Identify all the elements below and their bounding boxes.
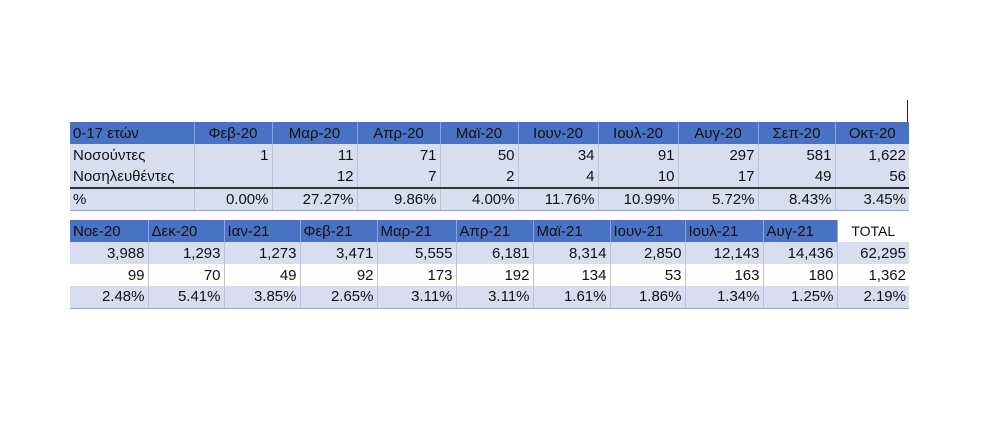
table-cell: 3.11% (376, 286, 456, 309)
table-cell: 1,293 (147, 242, 224, 264)
table-cell: 2 (439, 166, 518, 188)
header-cell: Απρ-20 (356, 122, 440, 144)
total-cell: 2.19% (836, 286, 909, 309)
table-cell: 10.99% (597, 187, 678, 211)
table-cell: 4.00% (439, 187, 518, 211)
table-cell: 12 (271, 166, 357, 188)
table-cell: 1.34% (684, 286, 763, 309)
header-cell: Δεκ-20 (147, 220, 224, 242)
table-cell: 163 (684, 264, 763, 286)
table-cell: 27.27% (271, 187, 357, 211)
header-cell: Μαϊ-21 (532, 220, 610, 242)
header-cell: Οκτ-20 (834, 122, 909, 144)
table-cell: 6,181 (455, 242, 533, 264)
table-cell: 5,555 (376, 242, 456, 264)
table-cell: 99 (70, 264, 148, 286)
table-cell: 2,850 (609, 242, 685, 264)
table-cell: 192 (455, 264, 533, 286)
total-header-cell: TOTAL (836, 220, 909, 242)
table-cell: 3.11% (455, 286, 533, 309)
table-row: Νοσούντες 1 11 71 50 34 91 297 581 1,622 (70, 144, 909, 166)
table-cell: 56 (834, 166, 909, 188)
table-cell: 1,273 (223, 242, 300, 264)
table-cell: 4 (517, 166, 598, 188)
table-row: 3,988 1,293 1,273 3,471 5,555 6,181 8,31… (70, 242, 909, 264)
table-cell: 1.61% (532, 286, 610, 309)
table-header-row: 0-17 ετών Φεβ-20 Μαρ-20 Απρ-20 Μαϊ-20 Ιο… (70, 122, 909, 144)
header-cell: Αυγ-20 (677, 122, 758, 144)
table-cell: 91 (597, 144, 678, 166)
table-cell: 70 (147, 264, 224, 286)
table-cell: 3,988 (70, 242, 148, 264)
table-cell: 134 (532, 264, 610, 286)
cell-border-line (907, 100, 908, 122)
header-cell: Νοε-20 (70, 220, 148, 242)
table-cell: 50 (439, 144, 518, 166)
table-cell: 3.85% (223, 286, 300, 309)
table-cell: 0.00% (193, 187, 272, 211)
total-cell: 1,362 (836, 264, 909, 286)
total-cell: 62,295 (836, 242, 909, 264)
table-row: Νοσηλευθέντες 12 7 2 4 10 17 49 56 (70, 166, 909, 188)
table-2020: 0-17 ετών Φεβ-20 Μαρ-20 Απρ-20 Μαϊ-20 Ιο… (70, 122, 909, 211)
header-cell: Αυγ-21 (762, 220, 837, 242)
header-cell: Φεβ-21 (299, 220, 377, 242)
table-cell: 12,143 (684, 242, 763, 264)
table-cell: 581 (757, 144, 835, 166)
table-cell: 34 (517, 144, 598, 166)
table-cell: 49 (757, 166, 835, 188)
table-cell: 10 (597, 166, 678, 188)
table-cell: 8,314 (532, 242, 610, 264)
header-cell: Ιουλ-21 (684, 220, 763, 242)
header-cell: Φεβ-20 (193, 122, 272, 144)
table-row: % 0.00% 27.27% 9.86% 4.00% 11.76% 10.99%… (70, 187, 909, 211)
table-cell: 49 (223, 264, 300, 286)
header-cell: Ιουν-20 (517, 122, 598, 144)
table-cell (193, 166, 272, 188)
header-cell: Ιαν-21 (223, 220, 300, 242)
table-row: 2.48% 5.41% 3.85% 2.65% 3.11% 3.11% 1.61… (70, 286, 909, 309)
table-cell: 1.86% (609, 286, 685, 309)
table-cell: 17 (677, 166, 758, 188)
table-cell: 5.72% (677, 187, 758, 211)
table-cell: 297 (677, 144, 758, 166)
table-row: 99 70 49 92 173 192 134 53 163 180 1,362 (70, 264, 909, 286)
table-cell: 2.65% (299, 286, 377, 309)
row-label: Νοσούντες (70, 144, 194, 166)
table-cell: 3.45% (834, 187, 909, 211)
header-cell: Ιουν-21 (609, 220, 685, 242)
table-cell: 5.41% (147, 286, 224, 309)
header-cell: Ιουλ-20 (597, 122, 678, 144)
table-cell: 14,436 (762, 242, 837, 264)
header-cell: Σεπ-20 (757, 122, 835, 144)
table-cell: 2.48% (70, 286, 148, 309)
table-cell: 92 (299, 264, 377, 286)
table-2020-2021: Νοε-20 Δεκ-20 Ιαν-21 Φεβ-21 Μαρ-21 Απρ-2… (70, 220, 909, 309)
table-cell: 173 (376, 264, 456, 286)
header-cell: Μαρ-20 (271, 122, 357, 144)
header-cell: Απρ-21 (455, 220, 533, 242)
table-cell: 8.43% (757, 187, 835, 211)
table-cell: 11 (271, 144, 357, 166)
row-label: % (70, 187, 194, 211)
table-cell: 1,622 (834, 144, 909, 166)
header-cell: Μαϊ-20 (439, 122, 518, 144)
table-cell: 1.25% (762, 286, 837, 309)
row-label: Νοσηλευθέντες (70, 166, 194, 188)
table-cell: 180 (762, 264, 837, 286)
header-cell: 0-17 ετών (70, 122, 194, 144)
table-cell: 11.76% (517, 187, 598, 211)
table-cell: 7 (356, 166, 440, 188)
table-cell: 53 (609, 264, 685, 286)
table-header-row: Νοε-20 Δεκ-20 Ιαν-21 Φεβ-21 Μαρ-21 Απρ-2… (70, 220, 909, 242)
table-cell: 71 (356, 144, 440, 166)
header-cell: Μαρ-21 (376, 220, 456, 242)
table-cell: 3,471 (299, 242, 377, 264)
table-cell: 9.86% (356, 187, 440, 211)
table-cell: 1 (193, 144, 272, 166)
